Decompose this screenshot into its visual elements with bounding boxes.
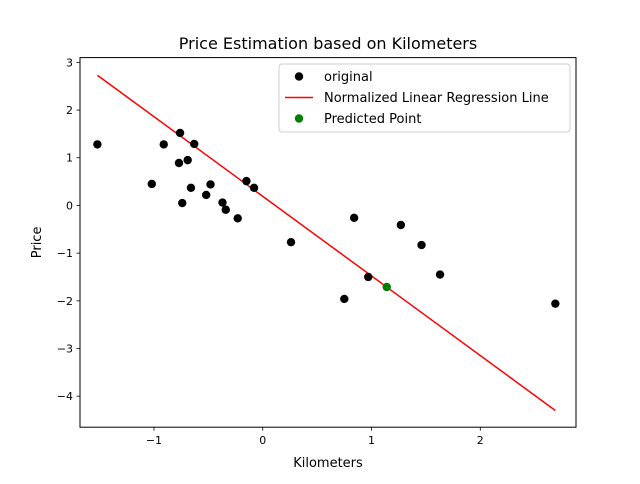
data-point-14 (242, 176, 251, 186)
y-tick-label-6: 2 (66, 104, 73, 117)
y-tick-label-2: −2 (57, 295, 73, 308)
legend-box (278, 63, 571, 133)
data-point-3 (175, 128, 185, 138)
data-point-10 (206, 180, 215, 189)
data-point-18 (349, 213, 359, 223)
data-point-15 (249, 183, 259, 192)
data-point-19 (364, 272, 373, 282)
data-point-6 (183, 155, 192, 165)
predicted-point-0 (382, 282, 391, 292)
legend-marker-icon-2 (294, 114, 304, 123)
legend-marker-icon-0 (294, 72, 304, 81)
y-tick-label-7: 3 (66, 56, 73, 69)
data-point-5 (178, 198, 187, 208)
data-point-16 (286, 237, 296, 247)
data-point-7 (186, 183, 196, 192)
data-point-17 (340, 294, 349, 304)
legend: original Normalized Linear Regression Lin… (278, 63, 571, 133)
x-tick-label-1: 0 (259, 434, 266, 447)
axes-frame (79, 57, 577, 428)
data-point-21 (417, 240, 426, 250)
legend-label-0: original (324, 70, 373, 85)
legend-label-1: Normalized Linear Regression Line (324, 91, 549, 106)
x-tick-label-3: 2 (477, 434, 484, 447)
data-point-22 (435, 270, 445, 279)
x-tick-label-0: −1 (146, 434, 162, 447)
y-tick-label-3: −1 (57, 247, 73, 260)
data-point-23 (551, 299, 560, 308)
data-point-8 (190, 139, 199, 149)
legend-label-2: Predicted Point (324, 112, 421, 127)
data-point-1 (147, 179, 156, 189)
data-point-11 (218, 198, 227, 207)
data-point-12 (221, 205, 230, 214)
y-tick-label-4: 0 (66, 199, 73, 212)
data-point-13 (233, 214, 242, 223)
y-axis-label: Price (30, 227, 45, 259)
x-tick-label-2: 1 (368, 434, 375, 447)
y-tick-label-0: −4 (57, 390, 73, 403)
data-point-4 (174, 158, 184, 168)
data-point-20 (396, 220, 406, 230)
chart-title: Price Estimation based on Kilometers (179, 34, 477, 53)
data-point-0 (93, 140, 102, 149)
y-tick-label-5: 1 (66, 152, 73, 165)
regression-line (96, 74, 556, 412)
plot-area (93, 74, 560, 412)
data-point-2 (159, 140, 168, 149)
data-point-9 (201, 190, 211, 200)
y-tick-label-1: −3 (57, 343, 73, 356)
axis-ticks: −1 0 1 2 −4 −3 −2 −1 0 1 2 3 (57, 56, 484, 447)
x-axis-label: Kilometers (293, 456, 363, 471)
